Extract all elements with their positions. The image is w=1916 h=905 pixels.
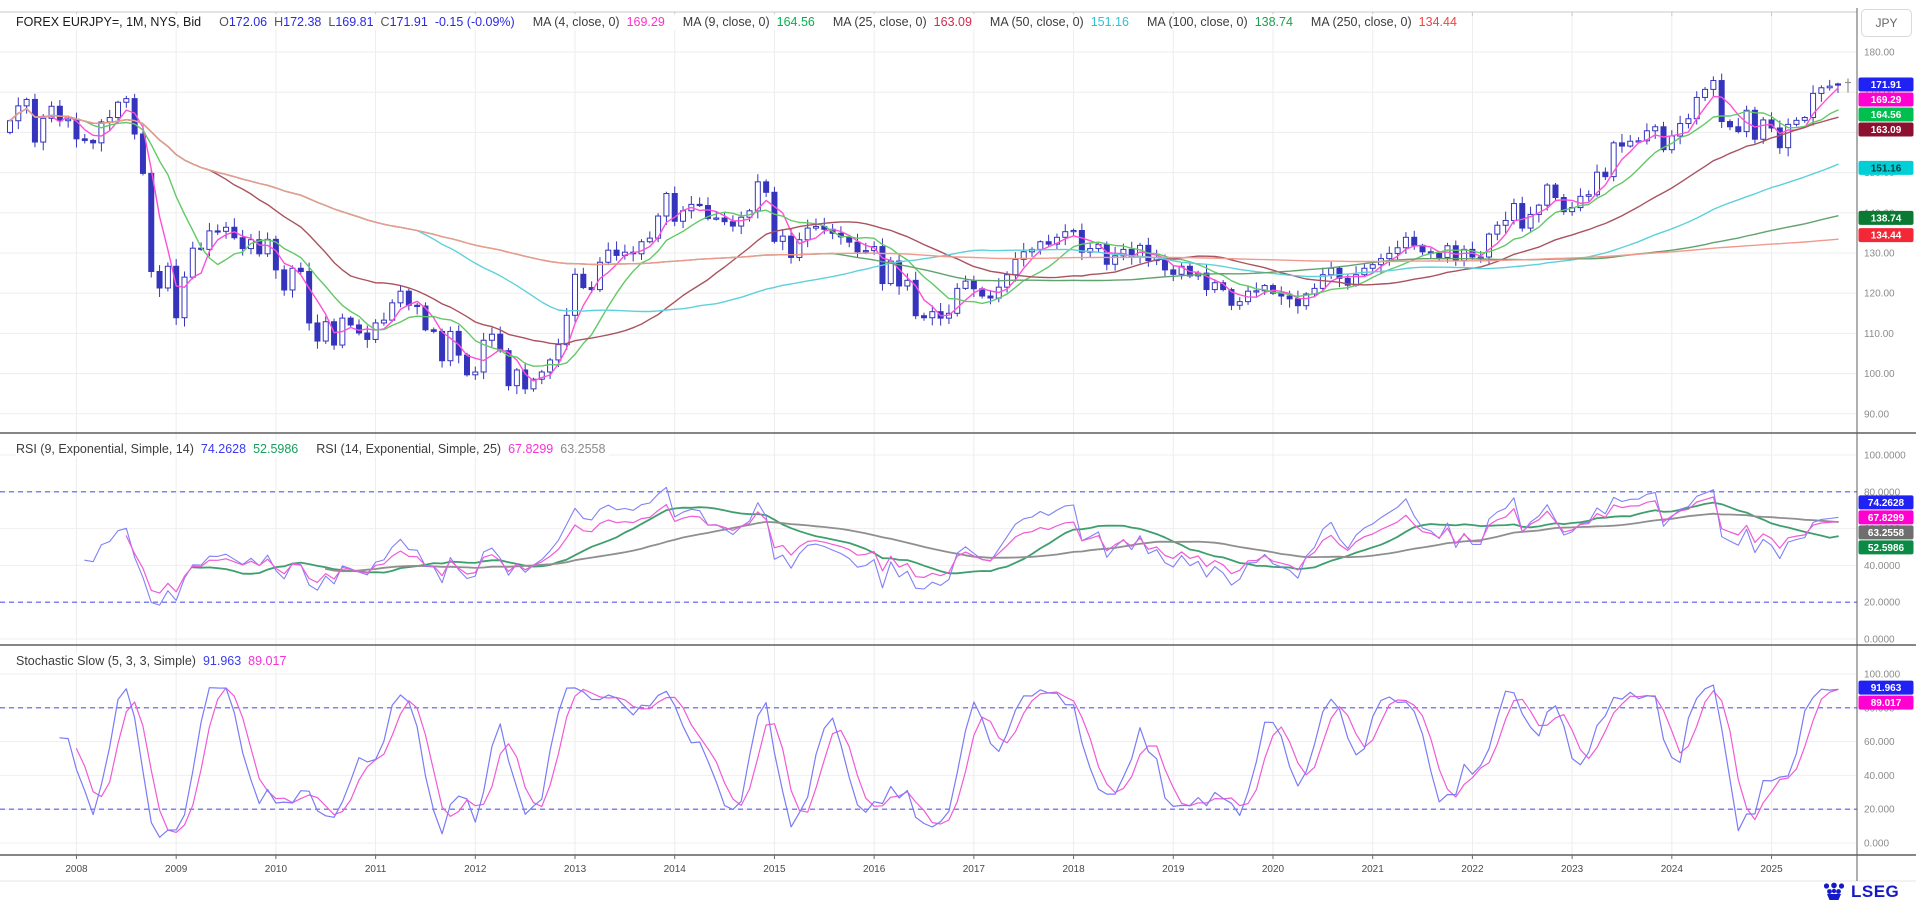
ohlc-readout: O172.06 H172.38 L169.81 C171.91 -0.15 (-…	[219, 15, 515, 29]
legend-ma4[interactable]: MA (4, close, 0) 169.29	[532, 15, 665, 29]
svg-text:2021: 2021	[1362, 864, 1385, 875]
svg-text:63.2558: 63.2558	[1868, 528, 1905, 539]
svg-text:80.0000: 80.0000	[1864, 487, 1901, 498]
svg-text:2012: 2012	[464, 864, 487, 875]
stoch-panel-legend[interactable]: Stochastic Slow (5, 3, 3, Simple) 91.963…	[16, 653, 291, 669]
axes	[0, 8, 1916, 882]
svg-text:2016: 2016	[863, 864, 886, 875]
stochastic-lines	[59, 684, 1839, 838]
high-value: 172.38	[283, 15, 322, 29]
svg-text:2013: 2013	[564, 864, 587, 875]
legend-stochastic[interactable]: Stochastic Slow (5, 3, 3, Simple) 91.963…	[16, 654, 287, 668]
svg-text:2009: 2009	[165, 864, 188, 875]
svg-text:110.00: 110.00	[1864, 329, 1894, 340]
legend-rsi14[interactable]: RSI (14, Exponential, Simple, 25) 67.829…	[316, 442, 606, 456]
svg-text:2025: 2025	[1760, 864, 1783, 875]
svg-text:2023: 2023	[1561, 864, 1584, 875]
open-value: 172.06	[228, 15, 268, 29]
rsi-panel-legend[interactable]: RSI (9, Exponential, Simple, 14) 74.2628…	[16, 441, 610, 457]
svg-text:130.00: 130.00	[1864, 249, 1895, 260]
svg-text:2008: 2008	[65, 864, 88, 875]
svg-text:180.00: 180.00	[1864, 48, 1895, 59]
low-value: 169.81	[335, 15, 374, 29]
stoch-d-value: 89.017	[248, 654, 287, 668]
lseg-crest-icon	[1823, 882, 1845, 900]
svg-text:2014: 2014	[664, 864, 687, 875]
svg-text:0.000: 0.000	[1864, 839, 1889, 850]
svg-text:164.56: 164.56	[1871, 110, 1902, 121]
svg-text:89.017: 89.017	[1871, 698, 1902, 709]
rsi-lines	[84, 486, 1839, 606]
stoch-k-value: 91.963	[202, 654, 242, 668]
rsi14-value: 67.8299	[508, 442, 554, 456]
svg-text:134.44: 134.44	[1871, 231, 1902, 242]
svg-text:100.000: 100.000	[1864, 670, 1901, 681]
svg-text:67.8299: 67.8299	[1868, 513, 1905, 524]
svg-text:2024: 2024	[1661, 864, 1684, 875]
svg-text:40.000: 40.000	[1864, 771, 1895, 782]
currency-button[interactable]: JPY	[1861, 9, 1912, 37]
rsi9-sma-value: 52.5986	[253, 442, 299, 456]
svg-text:138.74: 138.74	[1871, 213, 1902, 224]
legend-ma9[interactable]: MA (9, close, 0) 164.56	[682, 15, 815, 29]
net-change: -0.15 (-0.09%)	[434, 15, 515, 29]
svg-text:2011: 2011	[365, 864, 387, 875]
svg-text:90.00: 90.00	[1864, 409, 1889, 420]
svg-text:100.00: 100.00	[1864, 369, 1895, 380]
svg-text:20.0000: 20.0000	[1864, 598, 1901, 609]
svg-text:60.000: 60.000	[1864, 737, 1895, 748]
svg-text:100.0000: 100.0000	[1864, 451, 1906, 462]
svg-text:40.0000: 40.0000	[1864, 561, 1901, 572]
lseg-logo-text: LSEG	[1851, 882, 1900, 901]
axis-labels: 180.00170.00160.00150.00140.00130.00120.…	[65, 48, 1906, 876]
svg-text:120.00: 120.00	[1864, 289, 1895, 300]
svg-text:20.000: 20.000	[1864, 805, 1895, 816]
svg-text:2010: 2010	[265, 864, 288, 875]
legend-ma250[interactable]: MA (250, close, 0) 134.44	[1310, 15, 1457, 29]
close-value: 171.91	[389, 15, 428, 29]
svg-text:2017: 2017	[963, 864, 986, 875]
moving-averages	[9, 87, 1839, 382]
svg-text:2020: 2020	[1262, 864, 1285, 875]
threshold-bands	[0, 491, 1857, 810]
svg-text:151.16: 151.16	[1871, 163, 1902, 174]
lseg-logo: LSEG	[1822, 882, 1899, 902]
svg-text:171.91: 171.91	[1871, 80, 1902, 91]
main-chart-legend[interactable]: FOREX EURJPY=, 1M, NYS, Bid O172.06 H172…	[16, 14, 1461, 30]
svg-text:2015: 2015	[763, 864, 786, 875]
legend-ma100[interactable]: MA (100, close, 0) 138.74	[1146, 15, 1293, 29]
svg-text:2019: 2019	[1162, 864, 1185, 875]
legend-ma25[interactable]: MA (25, close, 0) 163.09	[832, 15, 972, 29]
rsi9-value: 74.2628	[200, 442, 247, 456]
symbol-label: FOREX EURJPY=, 1M, NYS, Bid	[16, 15, 202, 29]
last-price-marker	[1845, 78, 1851, 93]
legend-ma50[interactable]: MA (50, close, 0) 151.16	[989, 15, 1129, 29]
svg-text:169.29: 169.29	[1871, 95, 1902, 106]
svg-text:52.5986: 52.5986	[1868, 543, 1905, 554]
svg-text:91.963: 91.963	[1871, 683, 1902, 694]
candlesticks	[7, 73, 1841, 395]
svg-text:163.09: 163.09	[1871, 125, 1902, 136]
price-badges: 171.91 169.29 164.56 163.09 151.16 138.74 134.…	[1858, 77, 1914, 710]
gridlines	[0, 13, 1857, 855]
legend-rsi9[interactable]: RSI (9, Exponential, Simple, 14) 74.2628…	[16, 442, 299, 456]
svg-text:2018: 2018	[1062, 864, 1085, 875]
rsi14-sma-value: 63.2558	[560, 442, 606, 456]
svg-text:2022: 2022	[1461, 864, 1484, 875]
svg-text:0.0000: 0.0000	[1864, 635, 1895, 646]
svg-text:74.2628: 74.2628	[1868, 498, 1905, 509]
